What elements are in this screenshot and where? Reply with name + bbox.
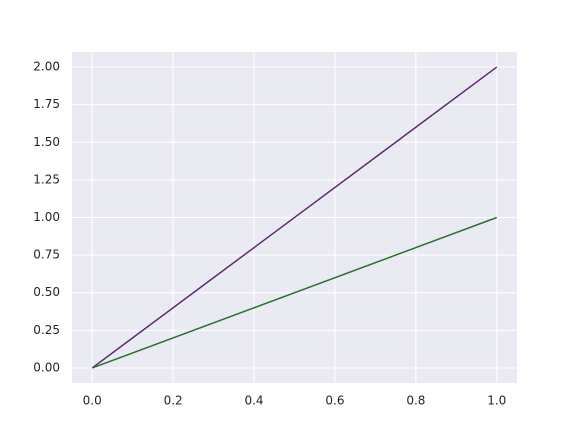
x-tick-label: 0.0 [83, 394, 102, 408]
y-tick-label: 0.75 [33, 248, 60, 262]
x-tick-label: 0.8 [406, 394, 425, 408]
y-tick-label: 1.25 [33, 172, 60, 186]
y-tick-label: 1.75 [33, 97, 60, 111]
y-tick-label: 0.25 [33, 323, 60, 337]
y-tick-label: 0.50 [33, 285, 60, 299]
y-tick-label: 2.00 [33, 60, 60, 74]
x-tick-label: 0.4 [244, 394, 263, 408]
x-tick-label: 0.2 [164, 394, 183, 408]
line [91, 216, 498, 369]
y-tick-label: 1.50 [33, 135, 60, 149]
y-tick-label: 1.00 [33, 210, 60, 224]
x-tick-label: 0.6 [325, 394, 344, 408]
y-tick-label: 0.00 [33, 360, 60, 374]
x-tick-label: 1.0 [487, 394, 506, 408]
line [91, 66, 498, 369]
